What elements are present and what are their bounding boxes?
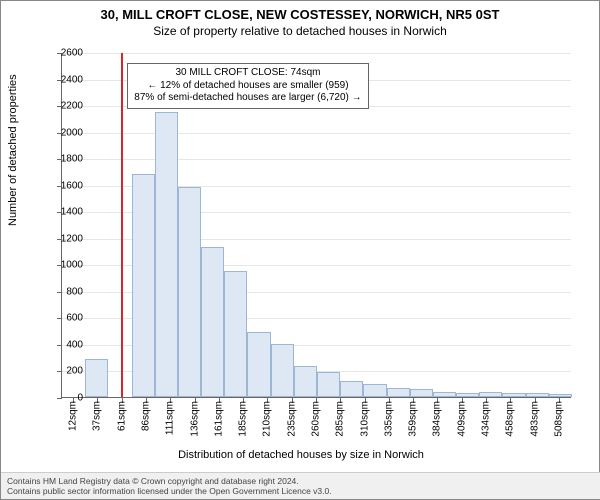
- histogram-bar: [340, 381, 363, 397]
- histogram-bar: [502, 393, 525, 397]
- ytick-label: 200: [43, 366, 83, 377]
- ytick-label: 2200: [43, 101, 83, 112]
- xtick-label: 86sqm: [141, 401, 152, 431]
- xtick-label: 12sqm: [68, 401, 79, 431]
- xtick-label: 210sqm: [262, 401, 273, 437]
- ytick-label: 800: [43, 286, 83, 297]
- marker-line: [121, 53, 123, 397]
- annotation-box: 30 MILL CROFT CLOSE: 74sqm ← 12% of deta…: [127, 63, 368, 109]
- chart-container: 30, MILL CROFT CLOSE, NEW COSTESSEY, NOR…: [0, 0, 600, 500]
- x-axis-label: Distribution of detached houses by size …: [1, 449, 600, 461]
- ytick-label: 1400: [43, 207, 83, 218]
- histogram-bar: [132, 174, 155, 397]
- annotation-line-3: 87% of semi-detached houses are larger (…: [134, 92, 361, 105]
- ytick-label: 2000: [43, 127, 83, 138]
- xtick-label: 111sqm: [165, 401, 176, 435]
- histogram-bar: [85, 359, 108, 397]
- xtick-label: 161sqm: [213, 401, 224, 437]
- ytick-label: 600: [43, 313, 83, 324]
- xtick-label: 235sqm: [286, 401, 297, 437]
- annotation-line-1: 30 MILL CROFT CLOSE: 74sqm: [134, 67, 361, 80]
- histogram-bar: [387, 388, 410, 397]
- xtick-label: 185sqm: [238, 401, 249, 437]
- xtick-label: 37sqm: [92, 401, 103, 431]
- histogram-bar: [201, 247, 224, 397]
- gridline: [62, 53, 571, 54]
- histogram-bar: [456, 393, 479, 397]
- gridline: [62, 133, 571, 134]
- histogram-bar: [433, 392, 456, 397]
- y-axis-label: Number of detached properties: [7, 74, 19, 226]
- histogram-bar: [178, 187, 201, 397]
- histogram-bar: [317, 372, 340, 397]
- histogram-bar: [549, 394, 572, 397]
- histogram-bar: [271, 344, 294, 397]
- ytick-label: 1000: [43, 260, 83, 271]
- xtick-label: 409sqm: [456, 401, 467, 437]
- histogram-bar: [294, 366, 317, 397]
- page-title: 30, MILL CROFT CLOSE, NEW COSTESSEY, NOR…: [1, 7, 599, 22]
- xtick-label: 384sqm: [432, 401, 443, 437]
- xtick-label: 434sqm: [481, 401, 492, 437]
- histogram-bar: [363, 384, 386, 397]
- histogram-bar: [479, 392, 502, 397]
- ytick-label: 1800: [43, 154, 83, 165]
- ytick-label: 400: [43, 339, 83, 350]
- annotation-line-2: ← 12% of detached houses are smaller (95…: [134, 80, 361, 93]
- xtick-label: 483sqm: [529, 401, 540, 437]
- xtick-label: 335sqm: [383, 401, 394, 437]
- histogram-bar: [155, 112, 178, 397]
- histogram-bar: [410, 389, 433, 397]
- page-subtitle: Size of property relative to detached ho…: [1, 24, 599, 38]
- gridline: [62, 159, 571, 160]
- footer: Contains HM Land Registry data © Crown c…: [1, 472, 600, 499]
- ytick-label: 1200: [43, 233, 83, 244]
- chart-area: 30 MILL CROFT CLOSE: 74sqm ← 12% of deta…: [61, 53, 571, 398]
- histogram-bar: [526, 393, 549, 397]
- footer-line-1: Contains HM Land Registry data © Crown c…: [7, 476, 595, 486]
- xtick-label: 508sqm: [553, 401, 564, 437]
- footer-line-2: Contains public sector information licen…: [7, 486, 595, 496]
- ytick-label: 0: [43, 393, 83, 404]
- xtick-label: 458sqm: [505, 401, 516, 437]
- xtick-label: 310sqm: [359, 401, 370, 437]
- ytick-label: 1600: [43, 180, 83, 191]
- xtick-label: 136sqm: [189, 401, 200, 437]
- histogram-bar: [224, 271, 247, 397]
- histogram-bar: [247, 332, 270, 397]
- xtick-label: 61sqm: [116, 401, 127, 431]
- xtick-label: 260sqm: [311, 401, 322, 437]
- ytick-label: 2400: [43, 74, 83, 85]
- xtick-label: 359sqm: [408, 401, 419, 437]
- xtick-label: 285sqm: [335, 401, 346, 437]
- ytick-label: 2600: [43, 48, 83, 59]
